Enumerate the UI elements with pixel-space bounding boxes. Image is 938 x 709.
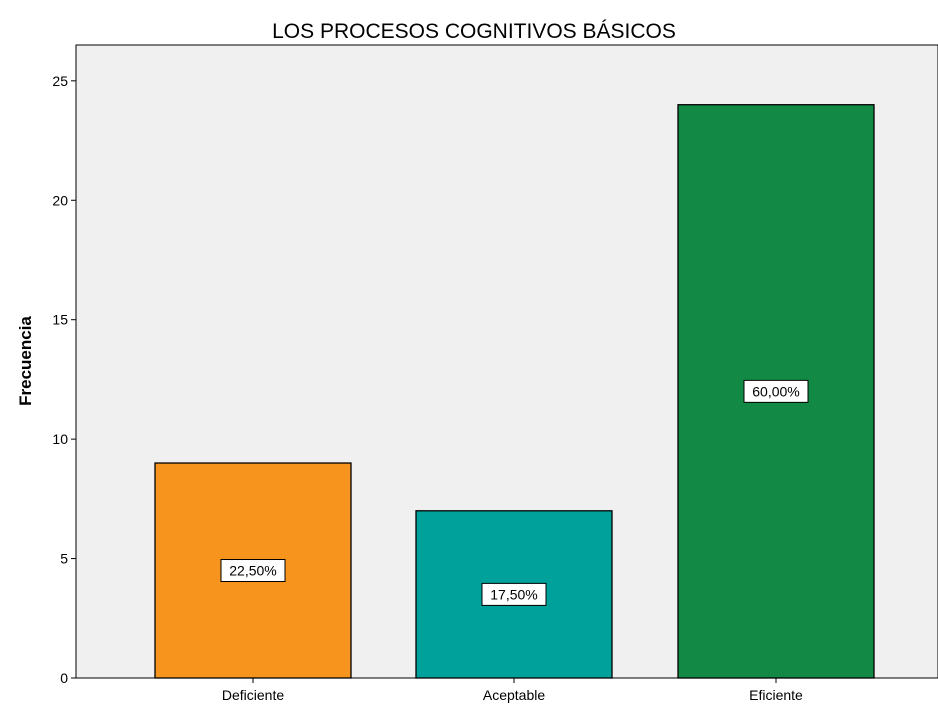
data-label-box (220, 559, 286, 583)
data-label: 17,50% (490, 586, 537, 602)
data-label: 60,00% (752, 383, 799, 399)
y-tick-label: 5 (60, 551, 68, 567)
data-labels-group: 22,50% 17,50% 60,00% (220, 379, 809, 606)
y-tick-label: 25 (52, 73, 68, 89)
y-tick-label: 15 (52, 312, 68, 328)
x-tick-label: Eficiente (749, 687, 803, 703)
data-label: 22,50% (229, 563, 276, 579)
x-tick-label: Aceptable (483, 687, 545, 703)
data-label-box (481, 582, 547, 606)
y-tick-label: 0 (60, 670, 68, 686)
y-tick-label: 20 (52, 192, 68, 208)
y-axis-title: Frecuencia (16, 316, 35, 406)
y-axis: 0 5 10 15 20 25 (52, 73, 76, 686)
y-tick-label: 10 (52, 431, 68, 447)
x-tick-label: Deficiente (222, 687, 284, 703)
chart-title: LOS PROCESOS COGNITIVOS BÁSICOS (272, 20, 676, 43)
x-axis: Deficiente Aceptable Eficiente (222, 678, 803, 703)
data-label-box (743, 379, 809, 403)
